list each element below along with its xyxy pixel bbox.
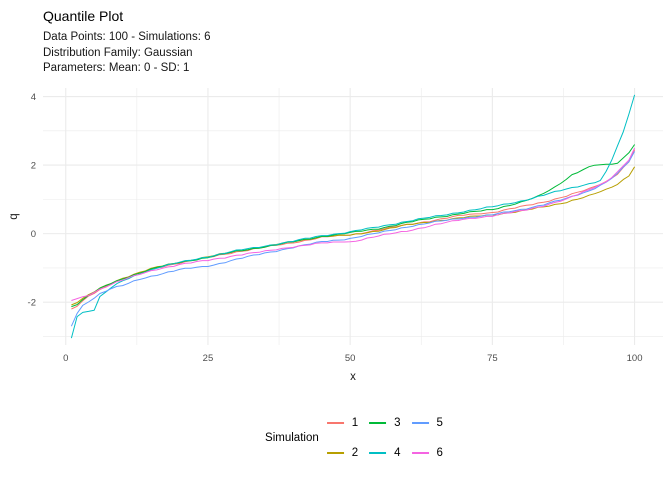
legend-item-label: 4 [394,447,401,459]
y-tick-label: -2 [28,298,36,309]
legend-item-4: 4 [369,445,401,461]
legend-item-label: 3 [394,417,401,429]
legend-key-line [369,452,387,454]
legend-item-label: 2 [351,447,359,459]
series-line-3 [71,144,636,308]
x-axis-title: x [350,371,356,383]
series-line-6 [71,147,636,301]
legend-key-line [326,452,344,454]
legend-key-line [326,422,344,424]
legend-items: 1 2 3 4 5 6 [326,415,443,461]
x-tick-label: 100 [627,353,643,364]
series-line-5 [70,151,636,327]
plot-subtitle: Data Points: 100 - Simulations: 6 Distri… [43,31,211,74]
y-tick-label: 4 [31,92,36,103]
series-line-4 [70,94,636,339]
x-tick-label: 25 [203,353,214,364]
plot-title: Quantile Plot [43,8,124,24]
x-tick-label: 0 [63,353,68,364]
legend-item-6: 6 [411,445,443,461]
legend-item-2: 2 [326,445,359,461]
legend-item-5: 5 [411,415,443,431]
legend-item-label: 1 [351,417,359,429]
y-tick-label: 0 [31,229,36,240]
x-tick-label: 50 [345,353,356,364]
x-tick-label: 75 [487,353,498,364]
series-line-2 [71,166,636,306]
legend-item-label: 6 [436,447,443,459]
legend-title: Simulation [265,432,319,444]
series-line-1 [71,149,636,310]
legend-item-3: 3 [369,415,401,431]
legend: Simulation 1 2 3 4 5 6 [265,415,443,461]
y-axis-title: q [8,213,20,219]
legend-key-line [411,452,429,454]
y-tick-label: 2 [31,161,36,172]
legend-key-line [411,422,429,424]
legend-item-1: 1 [326,415,359,431]
legend-item-label: 5 [436,417,443,429]
legend-key-line [369,422,387,424]
